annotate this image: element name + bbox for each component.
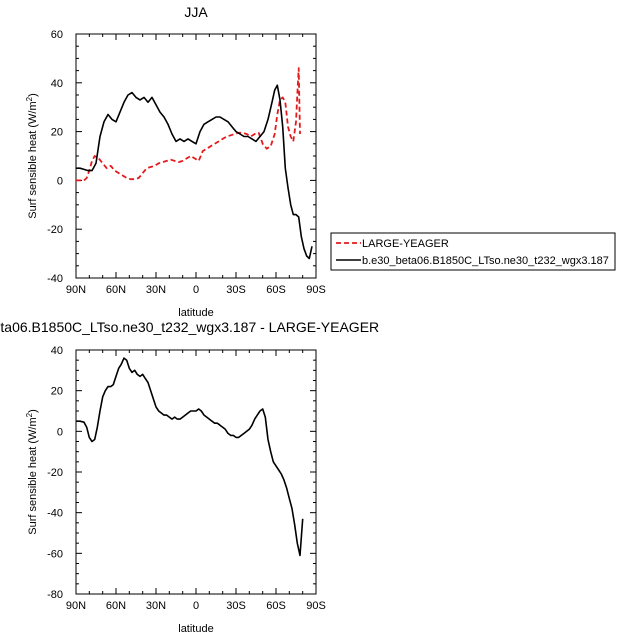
x-tick-label: 30N: [146, 600, 166, 612]
top-chart-title: JJA: [184, 4, 208, 20]
y-tick-label: 40: [51, 345, 63, 357]
y-tick-label: 0: [57, 175, 63, 187]
x-tick-label: 90S: [306, 284, 326, 296]
y-tick-label: -20: [47, 467, 63, 479]
x-tick-label: 90S: [306, 600, 326, 612]
bottom-panel: b.e30_beta06.B1850C_LTso.ne30_t232_wgx3.…: [0, 319, 379, 635]
x-tick-label: 60S: [266, 600, 286, 612]
legend-box: [330, 232, 616, 271]
y-tick-label: 40: [51, 78, 63, 90]
y-tick-label: -20: [47, 224, 63, 236]
y-tick-label: 60: [51, 29, 63, 41]
x-tick-label: 90N: [66, 600, 86, 612]
x-tick-label: 30N: [146, 284, 166, 296]
top-x-axis-label: latitude: [178, 307, 213, 319]
y-tick-label: 20: [51, 127, 63, 139]
y-tick-label: -40: [47, 508, 63, 520]
series-line-1-0: [76, 357, 304, 557]
top-plot-frame: [75, 33, 317, 279]
bottom-x-axis-label: latitude: [178, 623, 213, 635]
top-panel: JJA 90N 60N 30N 0 30S 60S 90S -40 -20 0 20 40 60 lat…: [25, 4, 326, 319]
x-tick-label: 0: [193, 600, 199, 612]
series-line-0-0: [76, 67, 301, 182]
y-tick-label: -60: [47, 548, 63, 560]
top-y-axis-label: Surf sensible heat (W/m2): [25, 93, 39, 219]
x-tick-label: 60N: [106, 600, 126, 612]
legend-label-b-e30: b.e30_beta06.B1850C_LTso.ne30_t232_wgx3.…: [362, 255, 609, 267]
bottom-axis-ticks: 90N 60N 30N 0 30S 60S 90S -80 -60 -40 -20 0 20 40: [47, 345, 326, 612]
top-axis-ticks: 90N 60N 30N 0 30S 60S 90S -40 -20 0 20 40 60: [47, 29, 326, 296]
y-tick-label: 0: [57, 426, 63, 438]
bottom-y-axis-label: Surf sensible heat (W/m2): [25, 409, 39, 535]
y-tick-label: 20: [51, 386, 63, 398]
bottom-chart-title: b.e30_beta06.B1850C_LTso.ne30_t232_wgx3.…: [0, 319, 379, 335]
series-line-0-1: [76, 84, 313, 260]
top-series-lines: [76, 67, 313, 260]
x-tick-label: 30S: [226, 284, 246, 296]
y-tick-label: -40: [47, 273, 63, 285]
y-tick-label: -80: [47, 589, 63, 601]
legend: LARGE-YEAGER b.e30_beta06.B1850C_LTso.ne…: [330, 232, 616, 271]
x-tick-label: 60N: [106, 284, 126, 296]
x-tick-label: 60S: [266, 284, 286, 296]
x-tick-label: 0: [193, 284, 199, 296]
x-tick-label: 90N: [66, 284, 86, 296]
x-tick-label: 30S: [226, 600, 246, 612]
bottom-series-lines: [76, 357, 304, 557]
legend-label-large-yeager: LARGE-YEAGER: [362, 238, 449, 250]
